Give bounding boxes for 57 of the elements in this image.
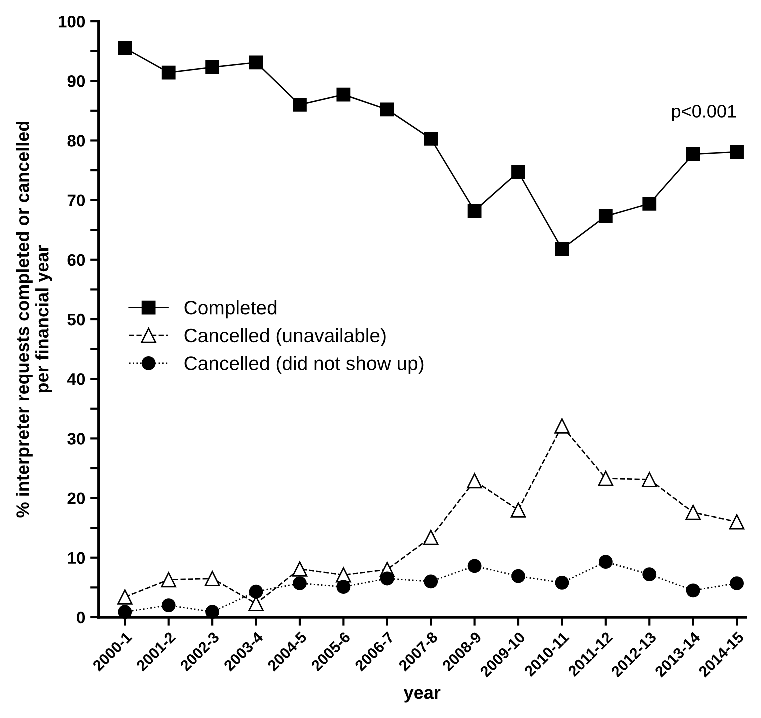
point bbox=[512, 569, 526, 584]
point bbox=[554, 418, 570, 434]
point bbox=[292, 562, 308, 577]
point bbox=[730, 145, 744, 159]
y-tick-label: 90 bbox=[68, 76, 86, 88]
point bbox=[642, 472, 658, 488]
y-tick-label: 80 bbox=[68, 135, 86, 147]
point bbox=[249, 56, 264, 70]
y-tick-label: 60 bbox=[68, 254, 86, 266]
point bbox=[510, 502, 526, 518]
y-tick-label: 30 bbox=[68, 433, 86, 445]
y-axis-title: % interpreter requests completed or cancelled per financial year bbox=[16, 122, 52, 518]
point bbox=[686, 504, 701, 520]
y-tick-label: 100 bbox=[58, 16, 86, 28]
point bbox=[598, 470, 614, 486]
y-tick-label: 70 bbox=[68, 194, 86, 207]
point bbox=[293, 576, 307, 590]
point bbox=[729, 514, 745, 530]
point bbox=[336, 580, 351, 594]
point bbox=[249, 584, 264, 599]
point bbox=[555, 576, 570, 590]
y-tick-label: 0 bbox=[77, 612, 86, 624]
point bbox=[424, 132, 438, 146]
x-axis-title: year bbox=[404, 689, 441, 703]
point bbox=[423, 530, 439, 546]
legend-label: Cancelled (unavailable) bbox=[184, 328, 386, 346]
point bbox=[206, 60, 220, 74]
y-tick-label: 10 bbox=[68, 552, 86, 564]
point bbox=[162, 66, 176, 80]
point bbox=[118, 41, 132, 56]
y-tick-label: 40 bbox=[67, 374, 86, 386]
point bbox=[598, 555, 613, 569]
legend-label: Cancelled (did not show up) bbox=[184, 356, 424, 374]
point bbox=[555, 242, 570, 256]
point bbox=[424, 574, 438, 589]
point bbox=[598, 209, 613, 224]
point bbox=[380, 102, 394, 117]
y-tick-label: 50 bbox=[68, 314, 86, 326]
point bbox=[161, 572, 176, 588]
point bbox=[642, 568, 657, 582]
y-tick-label: 20 bbox=[68, 492, 86, 504]
point bbox=[336, 88, 351, 102]
point bbox=[162, 598, 176, 613]
annotation: p<0.001 bbox=[672, 105, 736, 122]
legend-label: Completed bbox=[184, 300, 277, 319]
point bbox=[293, 98, 307, 112]
point bbox=[512, 165, 526, 180]
point bbox=[467, 473, 482, 489]
point bbox=[204, 571, 220, 586]
point bbox=[468, 559, 482, 574]
point bbox=[380, 572, 394, 586]
point bbox=[642, 196, 657, 211]
point bbox=[468, 204, 482, 218]
point bbox=[730, 576, 744, 590]
point bbox=[686, 584, 700, 598]
point bbox=[118, 590, 133, 605]
point bbox=[686, 147, 700, 162]
